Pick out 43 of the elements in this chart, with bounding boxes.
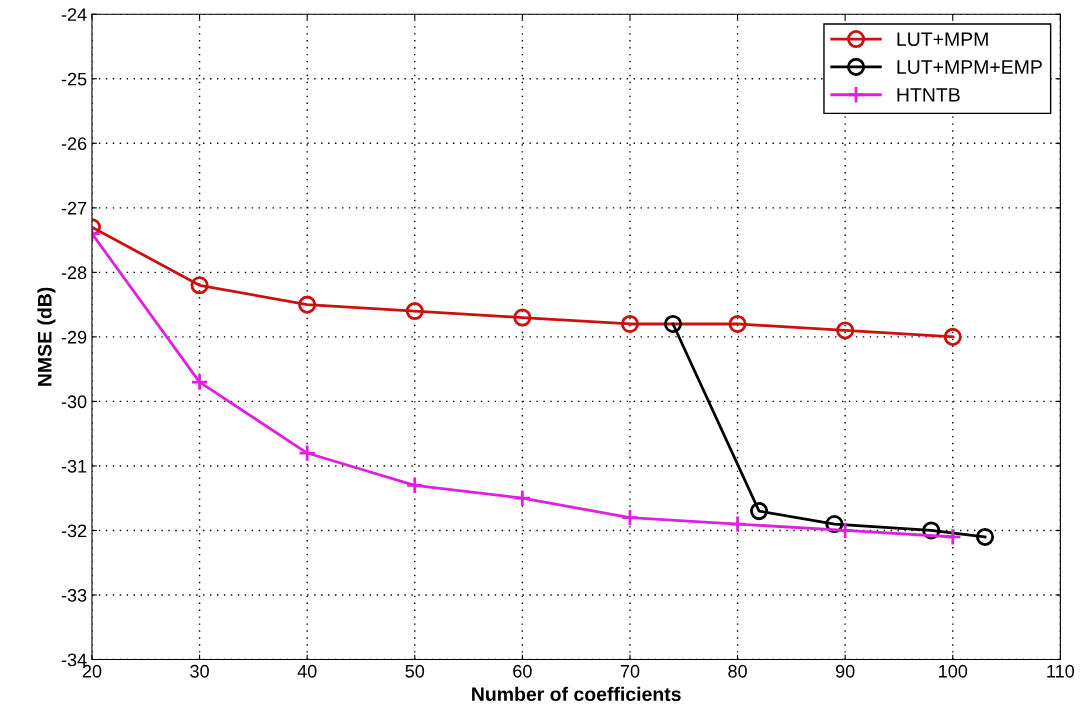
- point: [728, 514, 747, 534]
- x-tick-label: 30: [190, 664, 209, 678]
- point: [298, 295, 317, 314]
- x-tick-label: 50: [405, 664, 425, 678]
- y-tick-label: -33: [61, 588, 87, 602]
- y-tick-label: -31: [61, 459, 87, 473]
- point: [190, 373, 209, 392]
- point: [513, 489, 532, 508]
- legend-label: LUT+MPM: [897, 32, 988, 47]
- x-tick-label: 90: [835, 664, 855, 678]
- legend-label: HTNTB: [897, 88, 960, 102]
- point: [750, 502, 769, 521]
- point: [836, 321, 855, 340]
- x-tick-label: 60: [513, 664, 532, 678]
- point: [620, 508, 639, 527]
- y-tick-label: -26: [61, 137, 87, 151]
- y-tick-label: -28: [61, 266, 87, 280]
- y-axis-title: NMSE (dB): [37, 287, 56, 386]
- x-axis-title: Number of coefficients: [472, 686, 681, 702]
- legend-label: LUT+MPM+EMP: [897, 60, 1042, 74]
- x-tick-label: 70: [620, 664, 640, 678]
- y-tick-label: -29: [61, 330, 87, 344]
- x-tick-label: 100: [939, 664, 968, 678]
- x-tick-label: 40: [297, 664, 317, 678]
- x-tick-label: 80: [728, 664, 747, 678]
- point: [405, 476, 424, 495]
- point: [728, 314, 747, 334]
- point: [190, 276, 209, 295]
- point: [836, 521, 855, 540]
- x-tick-label: 110: [1047, 664, 1075, 678]
- point: [620, 314, 639, 334]
- point: [405, 302, 424, 321]
- y-tick-label: -30: [61, 395, 87, 409]
- point: [513, 308, 532, 327]
- y-tick-label: -24: [61, 8, 87, 21]
- point: [663, 314, 683, 334]
- point: [943, 327, 962, 346]
- y-tick-label: -27: [61, 201, 87, 215]
- y-tick-label: -32: [61, 524, 87, 538]
- y-tick-label: -25: [61, 72, 87, 86]
- point: [976, 527, 995, 546]
- point: [943, 527, 962, 546]
- point: [298, 444, 317, 463]
